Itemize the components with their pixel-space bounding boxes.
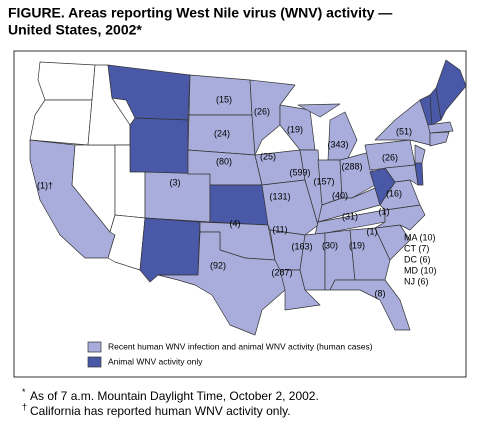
- case-label: (30): [322, 240, 338, 250]
- case-label: (4): [230, 218, 241, 228]
- state: [414, 144, 426, 164]
- small-state-label: DC (6): [404, 254, 431, 264]
- case-label: (80): [216, 156, 232, 166]
- case-label: (19): [349, 240, 365, 250]
- case-label: (1): [379, 206, 390, 216]
- state: [157, 231, 286, 336]
- state: [139, 217, 201, 283]
- case-label: (40): [332, 190, 348, 200]
- legend-label: Animal WNV activity only: [108, 356, 203, 366]
- state: [29, 99, 93, 146]
- title: FIGURE. Areas reporting West Nile virus …: [8, 5, 392, 21]
- case-label: (8): [375, 288, 386, 298]
- case-label: (343): [327, 139, 348, 149]
- footnote: † California has reported human WNV activ…: [22, 402, 291, 418]
- case-label: (287): [271, 267, 292, 277]
- title: United States, 2002*: [8, 22, 142, 38]
- case-label: (24): [214, 128, 230, 138]
- state: [249, 79, 296, 156]
- state: [374, 99, 431, 146]
- footnote-marker: †: [22, 402, 27, 412]
- case-label: (31): [342, 211, 358, 221]
- footnote: * As of 7 a.m. Mountain Daylight Time, Oc…: [22, 387, 319, 403]
- state: [349, 227, 391, 281]
- legend-label: Recent human WNV infection and animal WN…: [108, 341, 373, 351]
- state: [37, 61, 96, 101]
- case-label: (11): [272, 224, 287, 234]
- case-label: (26): [382, 152, 398, 162]
- small-state-label: CT (7): [404, 243, 429, 253]
- small-state-label: NJ (6): [404, 276, 429, 286]
- case-label: (131): [269, 191, 290, 201]
- case-label: (288): [341, 161, 362, 171]
- case-label: (3): [170, 177, 181, 187]
- state: [339, 151, 376, 199]
- state: [297, 103, 341, 118]
- legend-swatch: [87, 356, 102, 368]
- us-map: [29, 59, 467, 336]
- case-label: (92): [210, 260, 226, 270]
- case-label: (51): [396, 126, 412, 136]
- state: [299, 232, 326, 291]
- state: [329, 279, 411, 331]
- small-state-label: MA (10): [404, 232, 436, 242]
- state: [327, 111, 358, 161]
- case-label: (163): [291, 241, 312, 251]
- case-label: (1): [367, 226, 378, 236]
- case-label: (25): [260, 151, 276, 161]
- state: [429, 131, 450, 147]
- small-state-label: MD (10): [404, 265, 437, 275]
- case-label: (15): [216, 94, 232, 104]
- case-label: (157): [313, 176, 334, 186]
- footnote-text: California has reported human WNV activi…: [30, 404, 291, 418]
- footnote-marker: *: [22, 387, 26, 397]
- state: [435, 59, 467, 121]
- state: [129, 117, 189, 176]
- state: [384, 164, 419, 186]
- state: [427, 121, 454, 134]
- state: [107, 214, 146, 271]
- case-label: (16): [386, 188, 402, 198]
- case-label: (1)†: [37, 180, 53, 190]
- legend-swatch: [87, 341, 102, 353]
- footnote-text: As of 7 a.m. Mountain Daylight Time, Oct…: [30, 389, 319, 403]
- case-label: (26): [254, 106, 270, 116]
- state: [374, 204, 426, 231]
- case-label: (19): [287, 124, 303, 134]
- map-frame: [13, 50, 467, 378]
- case-label: (599): [289, 167, 310, 177]
